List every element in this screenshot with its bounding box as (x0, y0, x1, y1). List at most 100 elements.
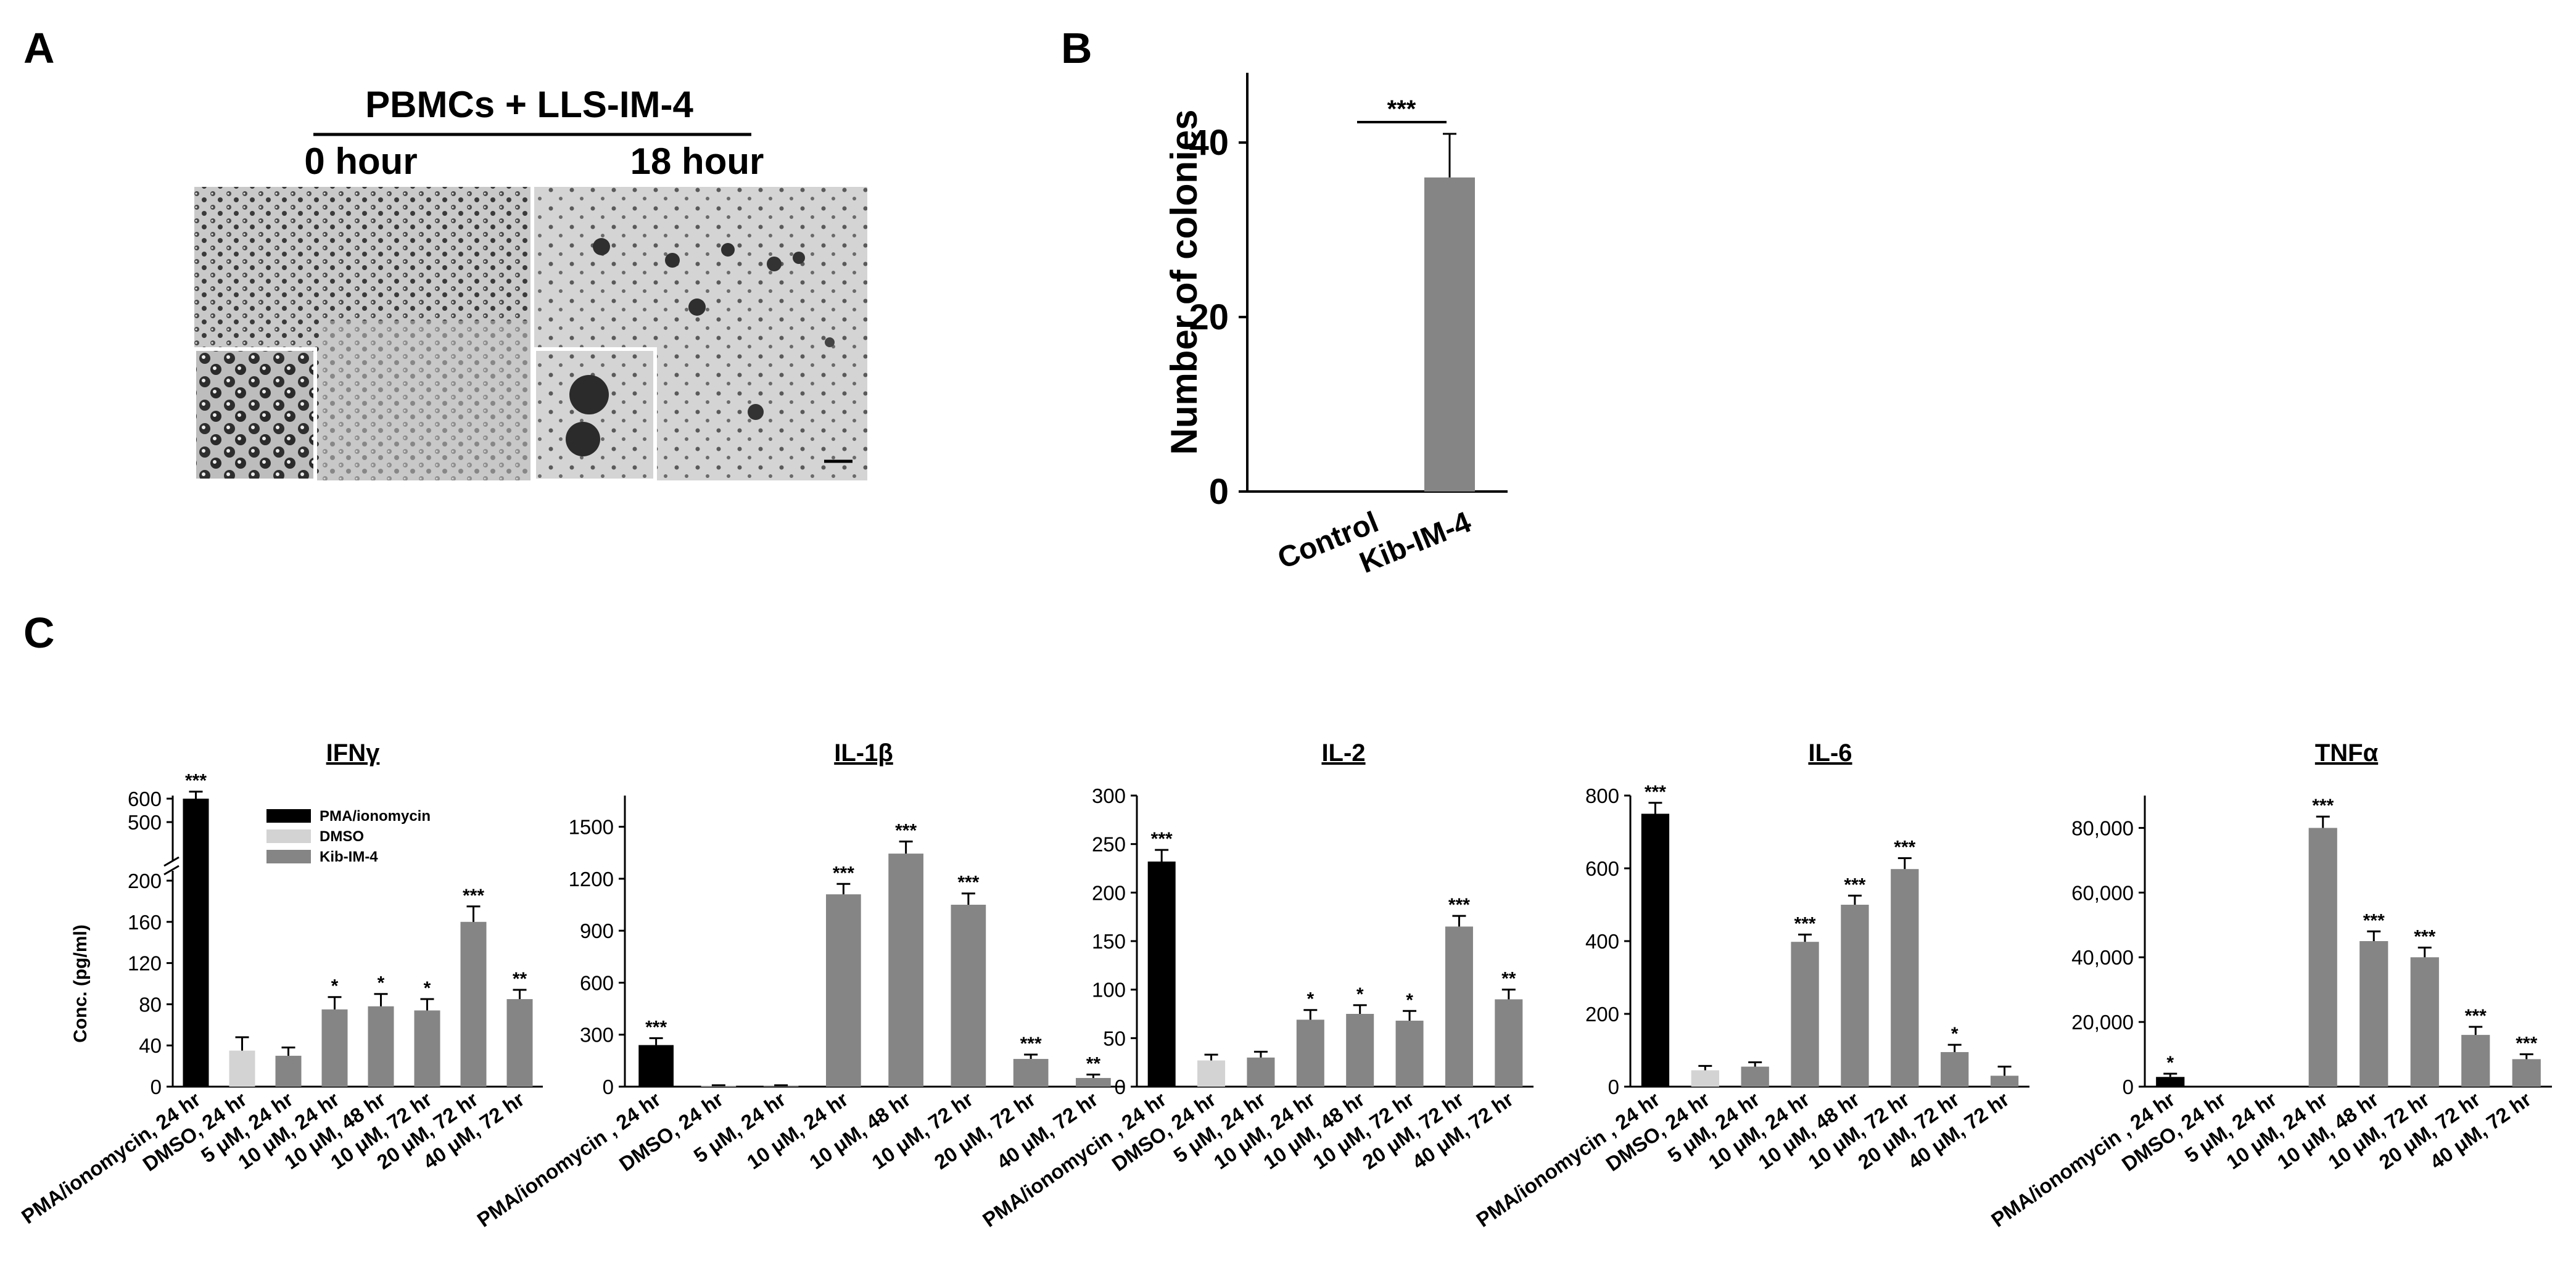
bar-10-m-24-hr (1791, 942, 1819, 1087)
significance-label: *** (895, 820, 917, 841)
significance-label: * (1951, 1024, 1959, 1044)
bar-5-m-24-hr (1741, 1066, 1769, 1087)
bar-dmso-24-hr (229, 1050, 255, 1087)
bar-pma-ionomycin-24-hr (183, 799, 209, 1087)
significance-label: *** (1151, 829, 1173, 849)
y-tick-label: 200 (1585, 1003, 1619, 1026)
bar-10-m-72-hr (414, 1010, 440, 1087)
chart-title: IFNγ (326, 739, 380, 767)
significance-label: *** (2363, 910, 2385, 931)
bar-10-m-48-hr (368, 1006, 394, 1087)
y-tick-label: 300 (1092, 784, 1126, 807)
y-tick-label: 0 (1115, 1076, 1126, 1098)
y-tick-label: 400 (1585, 930, 1619, 953)
y-tick-label: 0 (1608, 1076, 1619, 1098)
significance-label: * (331, 976, 339, 997)
significance-label: *** (2414, 926, 2435, 947)
y-tick-label: 0 (603, 1076, 614, 1098)
axis-break-mark (163, 856, 180, 867)
bar-dmso-24-hr (701, 1085, 737, 1087)
y-tick-label: 1500 (569, 816, 614, 839)
colony (721, 243, 735, 257)
bar-kib-im-4 (1424, 177, 1475, 492)
y-tick-label: 60,000 (2071, 881, 2134, 904)
significance-label: *** (1387, 96, 1416, 123)
bar-10-m-24-hr (826, 894, 861, 1087)
bar-20-m-72-hr (1013, 1059, 1049, 1087)
bar-40-m-72-hr (2512, 1059, 2541, 1087)
y-tick-label: 200 (1092, 881, 1126, 904)
bar-pma-ionomycin-24-hr (1147, 861, 1176, 1087)
chart-il-1: IL-1β030060090012001500***PMA/ionomycin … (473, 739, 1125, 1232)
colony (825, 337, 835, 347)
bar-5-m-24-hr (1247, 1057, 1275, 1087)
bar-40-m-72-hr (506, 999, 533, 1087)
y-axis-label: Conc. (pg/ml) (70, 924, 91, 1043)
bar-10-m-48-hr (2359, 941, 2388, 1087)
colony (593, 238, 610, 255)
significance-label: *** (185, 771, 207, 791)
significance-label: *** (1894, 837, 1915, 857)
micrograph-18-hour (532, 187, 867, 482)
significance-label: *** (833, 863, 854, 883)
y-tick-label: 50 (1103, 1027, 1126, 1050)
significance-label: *** (1020, 1034, 1042, 1054)
panel-a: A PBMCs + LLS-IM-4 0 hour 18 hour (23, 24, 867, 482)
chart-title: TNFα (2315, 739, 2379, 767)
bar-pma-ionomycin-24-hr (638, 1045, 674, 1087)
panel-a-left-label: 0 hour (304, 141, 417, 182)
colony (767, 257, 782, 271)
bar-20-m-72-hr (1941, 1051, 1969, 1087)
y-tick-label: 300 (580, 1024, 614, 1047)
y-tick-label: 500 (128, 811, 162, 834)
significance-label: * (1406, 990, 1413, 1010)
bar-10-m-24-hr (1296, 1019, 1324, 1087)
y-tick-label: 200 (128, 870, 162, 892)
bar-10-m-24-hr (2308, 828, 2337, 1087)
significance-label: *** (1448, 895, 1470, 915)
y-tick-label: 600 (580, 971, 614, 994)
bar-10-m-72-hr (2410, 957, 2439, 1087)
legend-label: PMA/ionomycin (320, 808, 431, 825)
y-tick-label: 20 (1189, 297, 1229, 337)
y-tick-label: 900 (580, 920, 614, 942)
y-axis-label: Number of colonies (1163, 109, 1205, 455)
micrograph-0-hour (192, 187, 530, 482)
bar-pma-ionomycin-24-hr (1641, 813, 1670, 1087)
y-tick-label: 0 (2123, 1076, 2134, 1098)
y-tick-label: 800 (1585, 784, 1619, 807)
significance-label: * (2166, 1053, 2174, 1073)
bar-10-m-48-hr (888, 854, 923, 1087)
significance-label: * (1307, 989, 1314, 1010)
bar-20-m-72-hr (2461, 1035, 2490, 1087)
significance-label: *** (463, 886, 484, 906)
y-tick-label: 100 (1092, 979, 1126, 1002)
y-tick-label: 80 (139, 993, 162, 1016)
chart-title: IL-2 (1321, 739, 1365, 767)
chart-tnf: TNFα020,00040,00060,00080,000*PMA/ionomy… (1987, 739, 2552, 1232)
significance-label: ** (1086, 1053, 1101, 1074)
bar-20-m-72-hr (460, 921, 487, 1087)
y-tick-label: 600 (128, 788, 162, 810)
bar-5-m-24-hr (275, 1055, 302, 1087)
significance-label: *** (2516, 1034, 2537, 1054)
bar-dmso-24-hr (1691, 1070, 1719, 1087)
y-tick-label: 40 (139, 1034, 162, 1057)
panel-label-b: B (1061, 24, 1092, 72)
y-tick-label: 40 (1189, 123, 1229, 163)
inset-colony (569, 375, 609, 414)
significance-label: * (1356, 984, 1364, 1005)
bar-pma-ionomycin-24-hr (2156, 1077, 2185, 1087)
bar-40-m-72-hr (1495, 999, 1523, 1087)
bar-10-m-72-hr (951, 905, 986, 1087)
inset-18-hour (532, 347, 657, 482)
legend-swatch-pma-ionomycin (266, 809, 311, 823)
significance-label: *** (2465, 1006, 2487, 1026)
